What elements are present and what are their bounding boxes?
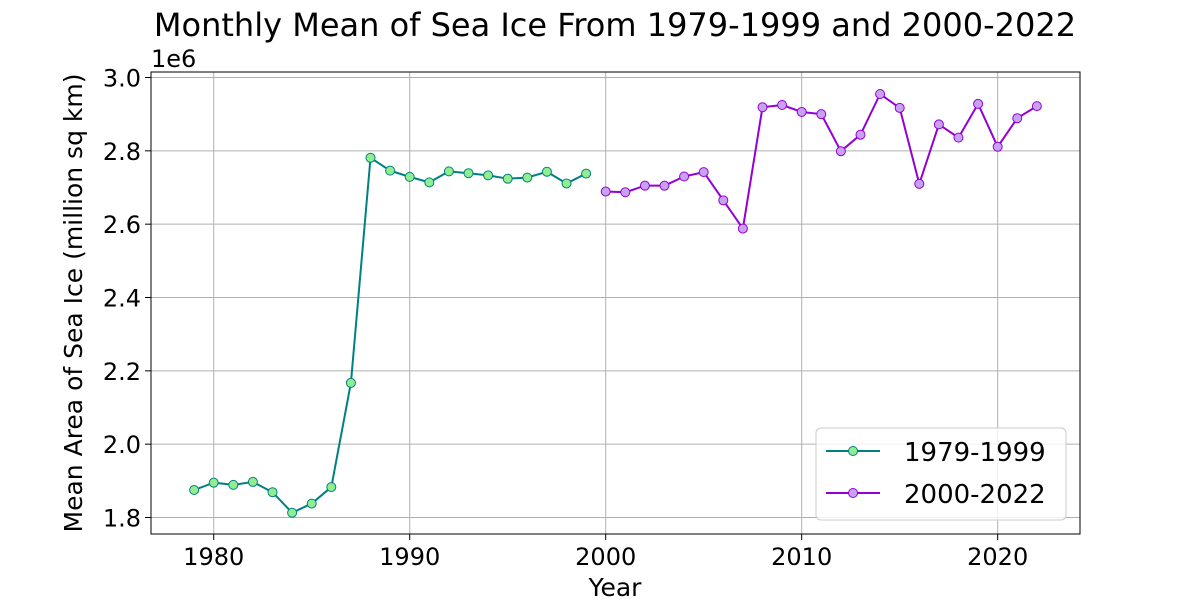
chart-title: Monthly Mean of Sea Ice From 1979-1999 a… <box>154 6 1076 44</box>
x-tick-label: 1990 <box>379 543 440 571</box>
data-point-2000-2022 <box>600 186 611 197</box>
data-point-2000-2022 <box>816 109 827 120</box>
data-point-2000-2022 <box>796 106 807 117</box>
legend: 1979-1999 2000-2022 <box>815 427 1067 521</box>
data-point-1979-1999 <box>561 178 572 189</box>
x-axis-label: Year <box>588 573 643 600</box>
data-point-1979-1999 <box>424 177 435 188</box>
plot-frame <box>150 71 1081 535</box>
data-point-2000-2022 <box>639 180 650 191</box>
data-point-2000-2022 <box>953 132 964 143</box>
series-layer <box>189 89 1042 518</box>
data-point-2000-2022 <box>737 223 748 234</box>
data-point-1979-1999 <box>502 173 513 184</box>
data-point-2000-2022 <box>1012 113 1023 124</box>
legend-marker-2000-2022 <box>848 488 858 498</box>
data-point-1979-1999 <box>541 166 552 177</box>
data-point-2000-2022 <box>698 167 709 178</box>
data-point-1979-1999 <box>345 377 356 388</box>
y-tick-label: 2.8 <box>103 138 141 166</box>
y-tick-label: 2.0 <box>103 431 141 459</box>
y-tick-label: 1.8 <box>103 505 141 533</box>
data-point-1979-1999 <box>326 482 337 493</box>
axis-ticks: 1980 1990 2000 2010 2020 1.8 2.0 2.2 2.4 2.6 2.8 3.… <box>103 65 1028 572</box>
x-tick-label: 2020 <box>967 543 1028 571</box>
x-tick-label: 1980 <box>183 543 244 571</box>
y-tick-label: 3.0 <box>103 65 141 93</box>
y-tick-label: 2.2 <box>103 358 141 386</box>
data-point-1979-1999 <box>483 170 494 181</box>
data-point-2000-2022 <box>973 98 984 109</box>
data-point-1979-1999 <box>247 476 258 487</box>
data-point-2000-2022 <box>659 180 670 191</box>
data-point-2000-2022 <box>757 102 768 113</box>
data-point-1979-1999 <box>404 171 415 182</box>
data-point-1979-1999 <box>522 172 533 183</box>
data-point-2000-2022 <box>933 119 944 130</box>
data-point-1979-1999 <box>208 477 219 488</box>
data-point-2000-2022 <box>718 195 729 206</box>
data-point-1979-1999 <box>385 165 396 176</box>
series-line-1979-1999 <box>193 156 587 514</box>
data-point-2000-2022 <box>914 178 925 189</box>
data-point-1979-1999 <box>306 498 317 509</box>
legend-label-1979-1999: 1979-1999 <box>904 438 1046 468</box>
data-point-2000-2022 <box>855 129 866 140</box>
data-point-1979-1999 <box>189 485 200 495</box>
data-point-2000-2022 <box>777 100 788 110</box>
x-tick-label: 2010 <box>771 543 832 571</box>
legend-marker-1979-1999 <box>848 446 858 456</box>
data-point-1979-1999 <box>228 479 239 490</box>
data-point-2000-2022 <box>835 146 846 157</box>
grid-lines <box>151 72 1080 534</box>
x-tick-label: 2000 <box>575 543 636 571</box>
legend-label-2000-2022: 2000-2022 <box>904 480 1046 510</box>
y-tick-label: 2.6 <box>103 211 141 239</box>
data-point-2000-2022 <box>620 187 631 198</box>
data-point-2000-2022 <box>992 141 1003 152</box>
data-point-1979-1999 <box>267 487 278 498</box>
y-offset-label: 1e6 <box>151 45 196 73</box>
data-point-1979-1999 <box>581 168 592 179</box>
data-point-1979-1999 <box>287 507 298 518</box>
data-point-1979-1999 <box>365 152 376 163</box>
data-point-2000-2022 <box>875 89 886 99</box>
data-point-1979-1999 <box>443 166 454 177</box>
y-axis-label: Mean Area of Sea Ice (million sq km) <box>59 74 88 533</box>
data-point-1979-1999 <box>463 168 474 179</box>
y-tick-label: 2.4 <box>103 285 141 313</box>
data-point-2000-2022 <box>1031 101 1042 112</box>
data-point-2000-2022 <box>679 171 690 182</box>
data-point-2000-2022 <box>894 102 905 113</box>
